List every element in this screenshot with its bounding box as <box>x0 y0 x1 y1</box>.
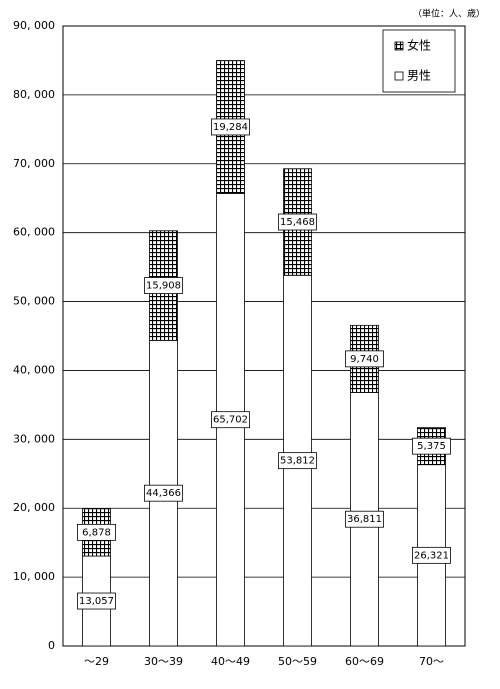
value-label-box <box>144 484 183 502</box>
y-tick-label: 20, 000 <box>13 501 55 514</box>
value-label: 6,878 <box>82 527 111 538</box>
x-tick-label: 60～69 <box>345 655 384 668</box>
value-label: 53,812 <box>280 456 315 467</box>
value-label: 9,740 <box>350 354 379 365</box>
y-tick-label: 60, 000 <box>13 226 55 239</box>
x-tick-label: 40～49 <box>211 655 250 668</box>
legend-swatch <box>394 41 404 51</box>
plot-frame <box>62 25 466 647</box>
value-label: 15,468 <box>280 217 315 228</box>
value-label: 13,057 <box>79 596 114 607</box>
value-label-box <box>412 546 451 564</box>
value-label-box <box>412 437 451 455</box>
value-label-box <box>345 510 384 528</box>
y-tick-label: 80, 000 <box>13 88 55 101</box>
value-label-box <box>144 277 183 294</box>
x-tick-label: 30～39 <box>144 655 183 668</box>
value-label: 65,702 <box>213 415 248 426</box>
legend-swatch <box>394 71 404 81</box>
value-label-box <box>278 452 317 470</box>
value-label: 44,366 <box>146 488 181 499</box>
value-label: 19,284 <box>213 122 248 133</box>
unit-note: （単位：人、歳） <box>413 8 485 20</box>
value-label-box <box>211 411 250 429</box>
value-label: 5,375 <box>417 441 446 452</box>
y-tick-label: 0 <box>48 639 55 652</box>
y-tick-label: 10, 000 <box>13 570 55 583</box>
legend-box <box>382 29 456 93</box>
legend-label: 女性 <box>407 38 431 53</box>
value-label: 36,811 <box>347 514 382 525</box>
value-label-box <box>77 592 116 610</box>
legend-label: 男性 <box>407 69 431 83</box>
y-tick-label: 30, 000 <box>13 432 55 445</box>
value-label-box <box>211 118 250 136</box>
value-label-box <box>77 523 116 541</box>
y-tick-label: 50, 000 <box>13 295 55 308</box>
value-label-box <box>345 350 384 368</box>
value-label-box <box>278 213 317 231</box>
x-tick-label: 50～59 <box>278 655 317 668</box>
y-tick-label: 90, 000 <box>13 19 55 32</box>
y-tick-label: 70, 000 <box>13 157 55 170</box>
value-label: 26,321 <box>414 550 449 561</box>
x-tick-label: ～29 <box>84 655 109 668</box>
x-tick-label: 70～ <box>419 655 444 668</box>
value-label: 15,908 <box>146 281 181 292</box>
y-tick-label: 40, 000 <box>13 363 55 376</box>
